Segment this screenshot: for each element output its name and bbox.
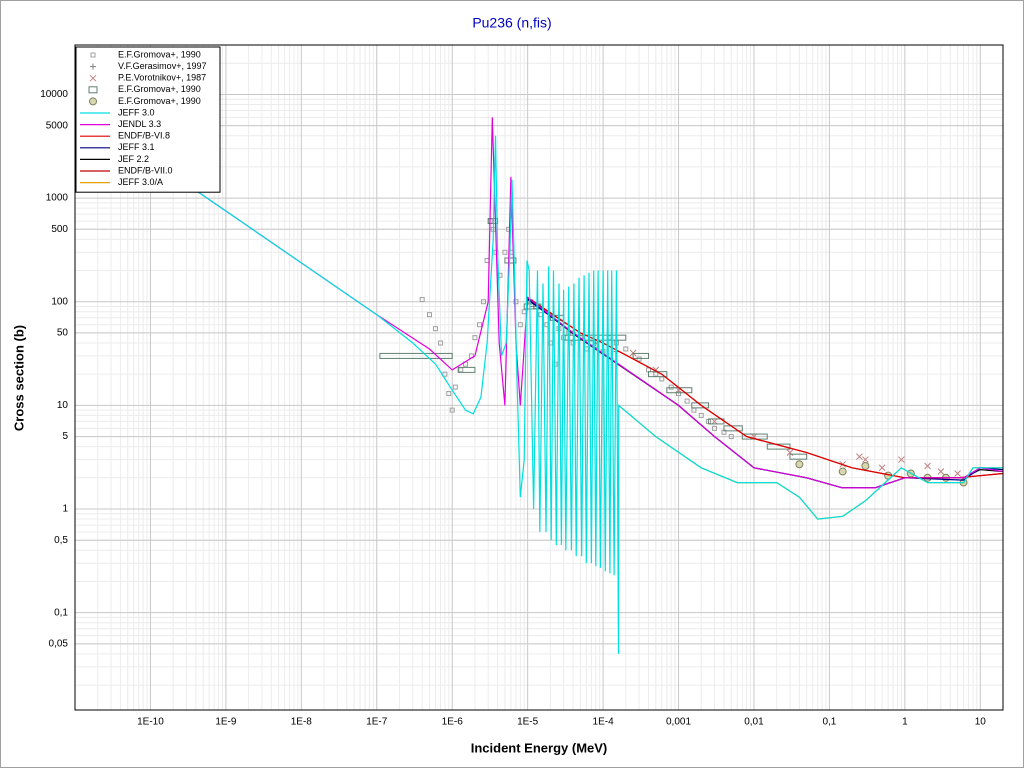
data-box bbox=[723, 425, 743, 432]
legend-label: JEFF 3.1 bbox=[118, 142, 155, 152]
legend-label: P.E.Vorotnikov+, 1987 bbox=[118, 73, 206, 83]
y-tick-label: 5 bbox=[62, 431, 68, 442]
data-box bbox=[691, 402, 710, 409]
data-point bbox=[472, 335, 478, 341]
x-tick-label: 1E-6 bbox=[442, 717, 464, 728]
x-tick-label: 1E-5 bbox=[517, 717, 539, 728]
x-tick-label: 1 bbox=[902, 717, 908, 728]
y-axis-label: Cross section (b) bbox=[11, 325, 26, 431]
x-tick-label: 1E-10 bbox=[137, 717, 164, 728]
data-point bbox=[89, 97, 97, 106]
data-point bbox=[442, 371, 448, 377]
data-point bbox=[668, 384, 674, 390]
plot-area bbox=[75, 106, 1003, 654]
data-point bbox=[419, 297, 425, 303]
plot-frame bbox=[74, 44, 1004, 711]
data-point bbox=[636, 356, 642, 362]
legend-label: JEF 2.2 bbox=[118, 154, 149, 164]
data-point bbox=[838, 467, 847, 476]
y-tick-label: 100 bbox=[51, 296, 68, 307]
data-point bbox=[517, 322, 523, 328]
legend-box bbox=[75, 46, 221, 193]
data-point bbox=[90, 63, 96, 70]
data-point bbox=[712, 425, 718, 431]
data-point bbox=[89, 74, 97, 82]
chart-title: Pu236 (n,fis) bbox=[472, 15, 551, 31]
data-point bbox=[937, 468, 945, 475]
legend-label: V.F.Gerasimov+, 1997 bbox=[118, 61, 206, 71]
y-tick-label: 5000 bbox=[46, 120, 69, 131]
x-tick-label: 1E-8 bbox=[291, 717, 313, 728]
data-line bbox=[75, 106, 1003, 489]
data-box bbox=[504, 257, 517, 264]
x-tick-label: 0,01 bbox=[744, 717, 764, 728]
legend-label: E.F.Gromova+, 1990 bbox=[118, 49, 201, 59]
data-line bbox=[75, 106, 1003, 654]
data-point bbox=[446, 391, 452, 397]
y-tick-label: 500 bbox=[51, 224, 68, 235]
data-point bbox=[481, 299, 487, 305]
y-tick-label: 0,5 bbox=[54, 535, 68, 546]
data-point bbox=[432, 326, 438, 332]
x-tick-label: 1E-7 bbox=[366, 717, 388, 728]
data-point bbox=[426, 312, 432, 318]
data-point bbox=[449, 407, 455, 413]
y-tick-label: 0,05 bbox=[49, 638, 69, 649]
legend-label: JENDL 3.3 bbox=[118, 119, 161, 129]
data-point bbox=[898, 456, 905, 463]
y-tick-label: 0,1 bbox=[54, 607, 68, 618]
data-point bbox=[728, 434, 734, 440]
data-point bbox=[954, 470, 961, 477]
data-point bbox=[878, 464, 886, 472]
x-axis-label: Incident Energy (MeV) bbox=[471, 740, 608, 755]
data-box bbox=[766, 443, 791, 450]
data-point bbox=[856, 453, 863, 461]
data-point bbox=[476, 322, 482, 328]
data-point bbox=[452, 384, 458, 390]
y-tick-label: 10 bbox=[57, 400, 69, 411]
data-point bbox=[862, 456, 869, 463]
x-tick-label: 0,1 bbox=[822, 717, 836, 728]
legend: E.F.Gromova+, 1990 V.F.Gerasimov+, 1997 P.… bbox=[75, 46, 221, 193]
legend-label: E.F.Gromova+, 1990 bbox=[118, 84, 201, 94]
x-tick-label: 1E-9 bbox=[215, 717, 237, 728]
legend-label: JEFF 3.0 bbox=[118, 107, 155, 117]
data-box bbox=[632, 352, 650, 359]
data-point bbox=[795, 460, 804, 469]
data-point bbox=[438, 340, 444, 346]
legend-label: E.F.Gromova+, 1990 bbox=[118, 96, 201, 106]
x-tick-label: 1E-4 bbox=[593, 717, 615, 728]
x-tick-label: 10 bbox=[975, 717, 987, 728]
data-point bbox=[698, 412, 704, 418]
y-tick-label: 50 bbox=[57, 328, 69, 339]
data-box bbox=[457, 366, 476, 373]
data-point bbox=[88, 86, 98, 94]
data-point bbox=[861, 462, 870, 471]
data-point bbox=[684, 398, 690, 404]
data-point bbox=[924, 462, 931, 470]
data-box bbox=[789, 453, 808, 460]
legend-label: ENDF/B-VII.0 bbox=[118, 165, 173, 175]
data-point bbox=[513, 299, 519, 305]
legend-label: ENDF/B-VI.8 bbox=[118, 131, 170, 141]
data-point bbox=[502, 249, 508, 255]
y-tick-label: 1000 bbox=[46, 193, 69, 204]
data-point bbox=[623, 346, 629, 352]
data-point bbox=[90, 52, 96, 58]
x-tick-label: 0,001 bbox=[666, 717, 691, 728]
y-tick-label: 10000 bbox=[40, 89, 68, 100]
data-box bbox=[379, 352, 453, 359]
legend-label: JEFF 3.0/A bbox=[118, 177, 163, 187]
data-point bbox=[676, 391, 682, 397]
y-tick-label: 1 bbox=[62, 504, 68, 515]
